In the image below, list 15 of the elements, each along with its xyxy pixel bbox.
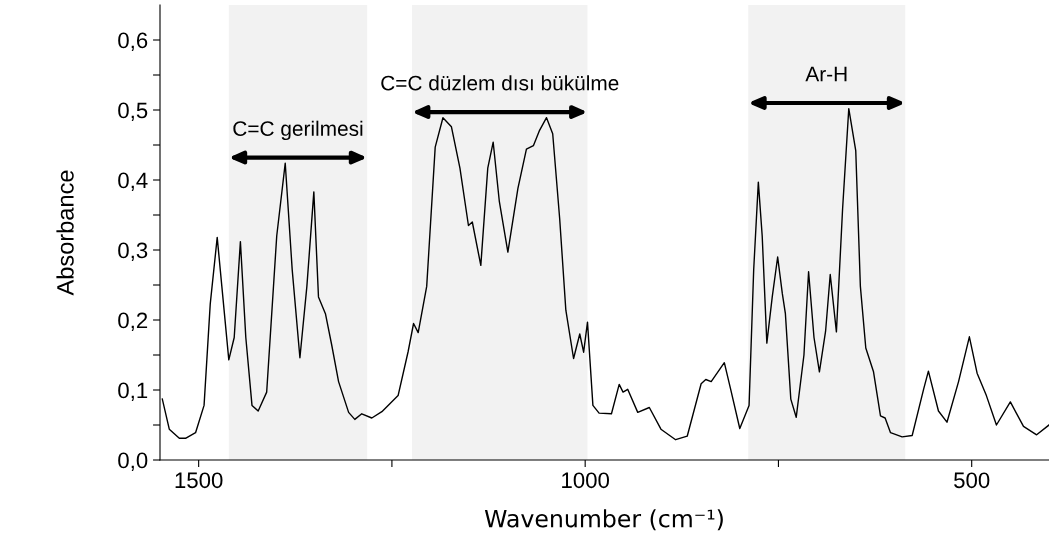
y-tick-label: 0,2: [118, 312, 148, 331]
y-tick-label: 0,1: [118, 382, 148, 401]
y-tick-label: 0,5: [118, 102, 148, 121]
band-label: C=C düzlem dısı bükülme: [381, 75, 619, 91]
y-tick-label: 0,6: [118, 32, 148, 51]
x-tick-label: 500: [954, 472, 990, 489]
y-axis-title: Absorbance: [56, 170, 74, 296]
x-tick-label: 1000: [562, 472, 610, 489]
y-tick-label: 0,3: [118, 242, 148, 261]
y-tick-label: 0,4: [118, 172, 148, 191]
band-label: C=C gerilmesi: [233, 120, 363, 141]
x-axis-title: Wavenumber (cm⁻¹): [484, 509, 723, 531]
x-tick-label: 1500: [175, 472, 223, 489]
band-label: Ar-H: [805, 66, 847, 82]
y-tick-label: 0,0: [118, 452, 148, 471]
